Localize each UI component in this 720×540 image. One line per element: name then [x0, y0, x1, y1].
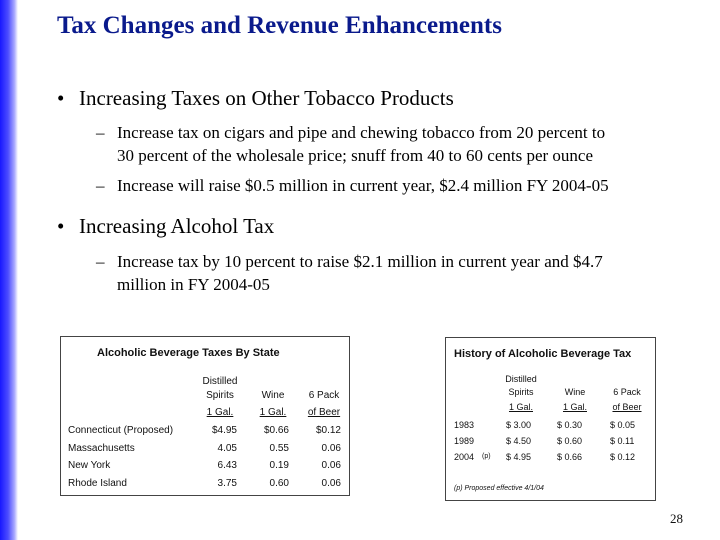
header-beer-2: of Beer: [612, 402, 642, 412]
row-year: 1983: [454, 420, 475, 430]
sub-bullet-alcohol-rate: – Increase tax by 10 percent to raise $2.…: [96, 250, 603, 296]
row-spirits: 4.05: [217, 443, 237, 454]
dash-glyph: –: [96, 123, 105, 142]
row-flag: (p): [482, 453, 491, 460]
row-beer: 0.06: [321, 443, 341, 454]
row-state: Rhode Island: [68, 478, 127, 489]
row-wine: $ 0.66: [557, 452, 583, 462]
header-beer-1: 6 Pack: [308, 390, 340, 401]
bullet-tobacco: • Increasing Taxes on Other Tobacco Produ…: [57, 86, 454, 111]
bullet-alcohol: • Increasing Alcohol Tax: [57, 214, 274, 239]
header-spirits-1: Distilled: [505, 374, 537, 384]
row-year: 1989: [454, 436, 475, 446]
bullet-glyph: •: [57, 214, 65, 238]
sub-bullet-tobacco-revenue: – Increase will raise $0.5 million in cur…: [96, 174, 609, 197]
row-wine: 0.19: [269, 460, 289, 471]
row-spirits: $ 4.95: [506, 452, 532, 462]
header-beer-1: 6 Pack: [613, 387, 641, 397]
dash-glyph: –: [96, 176, 105, 195]
row-spirits: 3.75: [217, 478, 237, 489]
tax-history-table: History of Alcoholic Beverage Tax Distil…: [445, 337, 656, 501]
table-footnote: (p) Proposed effective 4/1/04: [454, 485, 544, 492]
row-spirits: 6.43: [217, 460, 237, 471]
decorative-sidebar: [0, 0, 18, 540]
sub-bullet-continuation: million in FY 2004-05: [117, 275, 270, 294]
row-beer: $ 0.11: [610, 436, 635, 446]
table-title: Alcoholic Beverage Taxes By State: [97, 347, 280, 359]
row-year: 2004: [454, 452, 475, 462]
row-beer: 0.06: [321, 460, 341, 471]
slide-title: Tax Changes and Revenue Enhancements: [57, 12, 502, 39]
header-beer-2: of Beer: [307, 407, 341, 418]
row-state: Massachusetts: [68, 443, 135, 454]
header-spirits-3: 1 Gal.: [508, 402, 533, 412]
row-wine: $ 0.30: [557, 420, 583, 430]
row-wine: $ 0.60: [557, 436, 583, 446]
row-beer: $ 0.12: [610, 452, 636, 462]
row-beer: $ 0.05: [610, 420, 636, 430]
sub-bullet-text: Increase will raise $0.5 million in curr…: [117, 176, 609, 195]
header-wine-2: 1 Gal.: [259, 407, 287, 418]
header-spirits-2: Spirits: [508, 387, 534, 397]
row-beer: $0.12: [315, 425, 341, 436]
bullet-text: Increasing Taxes on Other Tobacco Produc…: [79, 86, 454, 110]
dash-glyph: –: [96, 252, 105, 271]
header-wine-1: Wine: [261, 390, 285, 401]
bullet-glyph: •: [57, 86, 65, 110]
table-title: History of Alcoholic Beverage Tax: [454, 348, 632, 360]
header-wine-1: Wine: [564, 387, 586, 397]
row-wine: 0.60: [269, 478, 289, 489]
sub-bullet-tobacco-rate: – Increase tax on cigars and pipe and che…: [96, 121, 605, 167]
header-spirits-1: Distilled: [202, 376, 238, 387]
header-wine-2: 1 Gal.: [562, 402, 587, 412]
state-tax-table: Alcoholic Beverage Taxes By State Distil…: [60, 336, 350, 496]
sub-bullet-text: Increase tax on cigars and pipe and chew…: [117, 123, 606, 142]
row-state: Connecticut (Proposed): [68, 425, 174, 436]
row-beer: 0.06: [321, 478, 341, 489]
bullet-text: Increasing Alcohol Tax: [79, 214, 275, 238]
header-spirits-3: 1 Gal.: [206, 407, 234, 418]
row-spirits: $4.95: [211, 425, 237, 436]
row-spirits: $ 3.00: [506, 420, 532, 430]
sub-bullet-text: Increase tax by 10 percent to raise $2.1…: [117, 252, 603, 271]
row-state: New York: [68, 460, 111, 471]
sub-bullet-continuation: 30 percent of the wholesale price; snuff…: [117, 146, 593, 165]
row-spirits: $ 4.50: [506, 436, 532, 446]
row-wine: $0.66: [263, 425, 289, 436]
page-number: 28: [670, 511, 683, 526]
header-spirits-2: Spirits: [206, 390, 234, 401]
row-wine: 0.55: [269, 443, 289, 454]
